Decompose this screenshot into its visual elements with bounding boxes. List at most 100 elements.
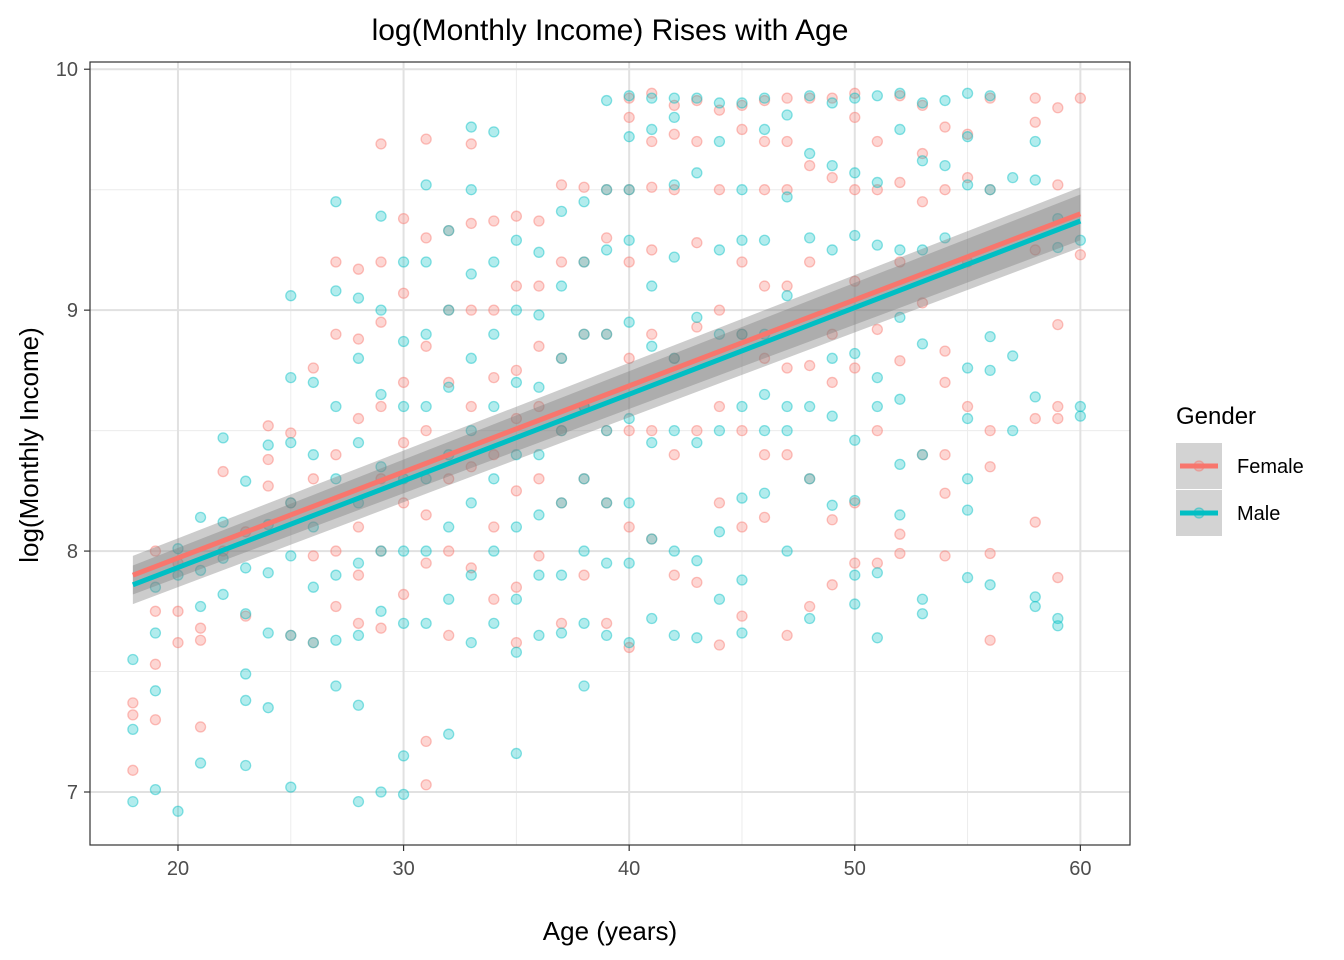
data-point-female: [849, 184, 861, 196]
data-point-female: [352, 617, 365, 630]
data-point-male: [668, 352, 680, 364]
data-point-male: [939, 159, 951, 172]
data-point-male: [736, 328, 748, 340]
data-point-female: [420, 133, 432, 145]
data-point-female: [330, 256, 342, 268]
data-point-male: [330, 285, 342, 297]
data-point-female: [510, 364, 523, 377]
data-point-female: [262, 480, 274, 492]
data-point-female: [307, 550, 319, 562]
data-point-female: [510, 636, 523, 649]
data-point-male: [194, 564, 207, 576]
data-point-male: [307, 449, 319, 461]
data-point-male: [420, 328, 432, 340]
data-point-female: [127, 764, 139, 776]
data-point-female: [397, 212, 410, 225]
data-point-male: [826, 499, 838, 511]
data-point-male: [240, 694, 252, 707]
data-point-male: [240, 668, 252, 680]
data-point-male: [307, 521, 319, 533]
data-point-female: [194, 634, 207, 646]
data-point-male: [443, 728, 455, 740]
data-point-female: [510, 581, 523, 593]
data-point-male: [443, 593, 455, 605]
data-point-male: [420, 617, 432, 630]
data-point-male: [894, 123, 906, 136]
data-point-female: [668, 449, 680, 461]
data-point-male: [510, 376, 523, 389]
data-point-male: [194, 600, 207, 613]
data-point-male: [352, 352, 365, 364]
data-point-female: [375, 400, 387, 413]
trend-line-male: [131, 218, 1082, 588]
data-point-male: [285, 550, 297, 562]
data-point-female: [352, 521, 365, 533]
data-point-male: [758, 388, 771, 401]
data-point-female: [397, 497, 410, 509]
y-axis-title: log(Monthly Income): [14, 327, 44, 563]
data-point-male: [375, 304, 387, 316]
data-point-male: [352, 795, 365, 808]
data-point-male: [1074, 400, 1087, 413]
legend-label-female: Female: [1237, 456, 1304, 478]
data-point-male: [646, 437, 658, 449]
data-point-female: [849, 275, 861, 287]
data-point-male: [871, 176, 883, 189]
data-point-female: [916, 99, 929, 112]
data-point-female: [668, 352, 680, 364]
data-point-male: [668, 545, 680, 557]
data-point-male: [240, 475, 252, 487]
data-point-male: [804, 147, 816, 160]
data-point-male: [668, 251, 680, 263]
y-axis-ticks: 7 8 9 10: [56, 59, 90, 804]
data-point-female: [533, 550, 545, 562]
data-point-female: [578, 256, 590, 268]
data-point-female: [758, 184, 771, 196]
data-point-male: [961, 571, 974, 584]
data-point-male: [691, 92, 703, 104]
data-point-female: [939, 121, 951, 133]
data-point-female: [465, 461, 477, 473]
data-point-male: [849, 434, 861, 446]
data-point-male: [330, 634, 342, 646]
data-point-male: [307, 581, 319, 593]
data-point-male: [736, 234, 748, 246]
data-point-male: [555, 497, 568, 509]
data-point-female: [397, 588, 410, 601]
y-tick-label: 7: [67, 782, 78, 804]
x-tick-label: 40: [618, 858, 640, 880]
data-point-male: [578, 473, 590, 485]
data-point-male: [849, 92, 861, 104]
data-point-male: [217, 588, 229, 601]
data-point-male: [217, 552, 229, 564]
data-point-male: [691, 167, 703, 179]
legend-keys: Female Male: [1176, 443, 1304, 536]
data-point-male: [691, 555, 703, 567]
data-point-male: [984, 364, 996, 377]
data-point-male: [871, 567, 883, 579]
data-point-male: [849, 598, 861, 610]
data-point-male: [285, 290, 297, 302]
data-point-female: [1029, 116, 1041, 128]
data-point-male: [600, 424, 613, 437]
data-point-female: [691, 424, 703, 437]
data-point-male: [1074, 410, 1087, 422]
data-point-male: [826, 159, 838, 172]
y-tick-label: 9: [67, 300, 78, 322]
data-point-male: [533, 449, 545, 461]
data-point-male: [894, 311, 906, 324]
data-point-male: [668, 179, 680, 191]
data-point-male: [849, 494, 861, 507]
data-point-male: [646, 340, 658, 352]
data-point-male: [578, 545, 590, 557]
data-point-male: [149, 685, 162, 697]
data-point-female: [172, 636, 184, 649]
data-point-female: [510, 485, 523, 497]
data-point-male: [826, 244, 838, 256]
data-point-male: [330, 569, 342, 581]
data-point-male: [555, 424, 568, 437]
data-point-female: [465, 138, 477, 150]
data-point-male: [127, 653, 139, 666]
data-point-male: [578, 680, 590, 692]
data-point-female: [894, 90, 906, 102]
